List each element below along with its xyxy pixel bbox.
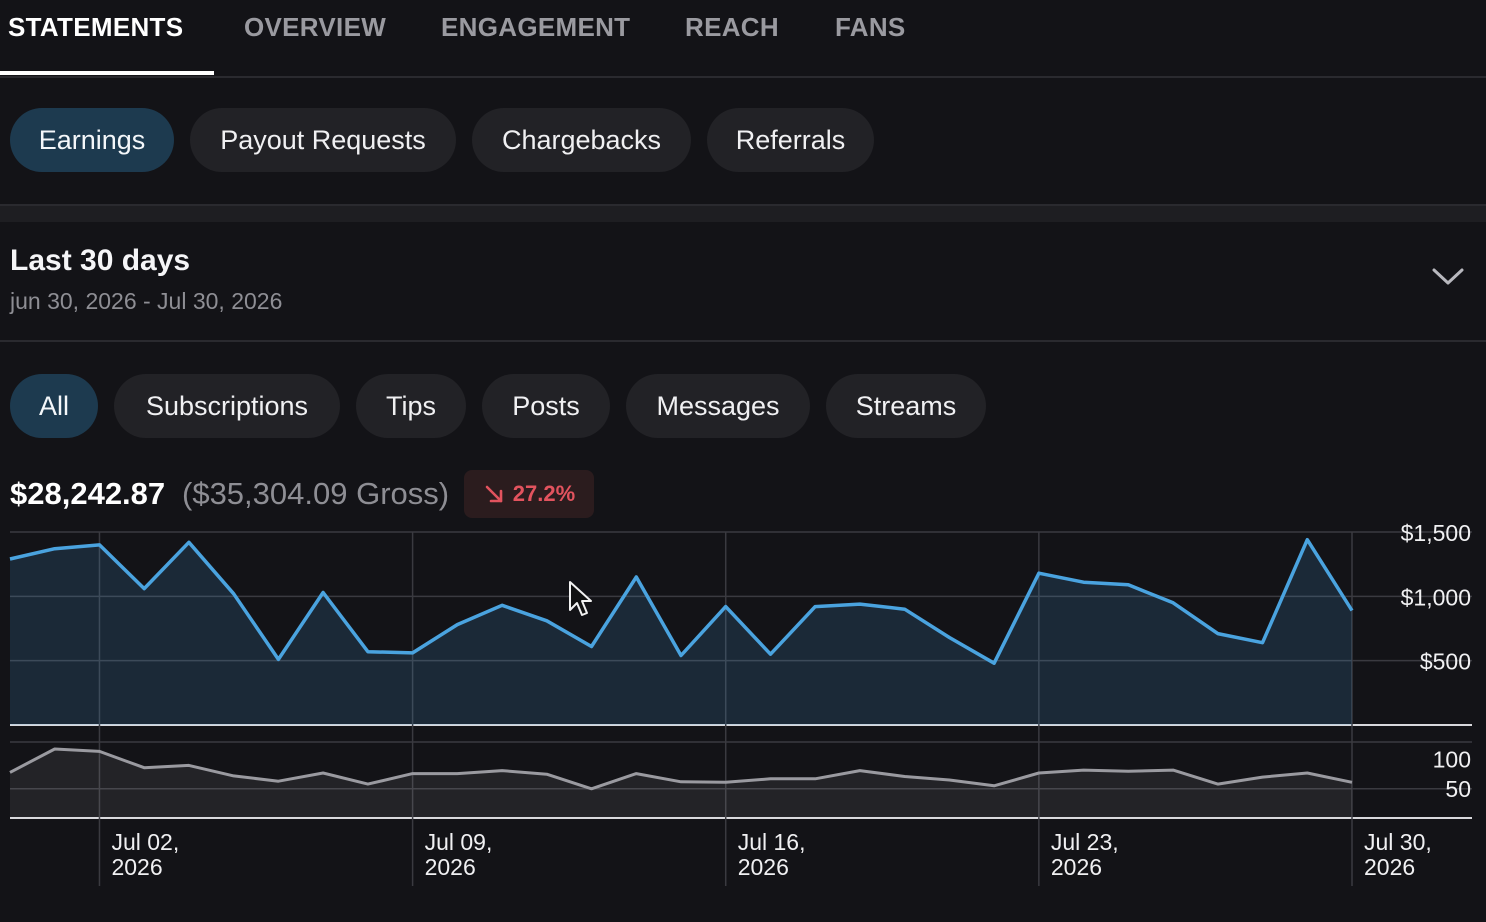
chevron-down-icon[interactable] bbox=[1430, 264, 1466, 288]
change-percent: 27.2% bbox=[512, 481, 576, 506]
earnings-area-fill bbox=[10, 539, 1352, 725]
arrow-down-right-icon bbox=[485, 485, 503, 503]
x-tick-label-2-year: 2026 bbox=[738, 854, 789, 880]
pill-subscriptions[interactable]: Subscriptions bbox=[114, 374, 340, 438]
period-date-range: jun 30, 2026 - Jul 30, 2026 bbox=[10, 288, 283, 314]
y-tick-main-2: $500 bbox=[1420, 649, 1471, 675]
x-tick-label-0-date: Jul 02, bbox=[111, 829, 179, 855]
tab-reach[interactable]: REACH bbox=[685, 12, 779, 42]
pill-all[interactable]: All bbox=[10, 374, 98, 438]
x-tick-label-4-date: Jul 30, bbox=[1364, 829, 1432, 855]
tab-fans[interactable]: FANS bbox=[835, 12, 906, 42]
pill-payout-requests[interactable]: Payout Requests bbox=[190, 108, 456, 172]
period-title: Last 30 days bbox=[10, 244, 191, 277]
mouse-cursor-icon bbox=[569, 581, 592, 616]
x-tick-label-4-year: 2026 bbox=[1364, 854, 1415, 880]
net-earnings-total: $28,242.87 bbox=[10, 476, 166, 511]
period-divider bbox=[0, 340, 1486, 342]
count-area-fill bbox=[10, 749, 1352, 818]
section-divider-band bbox=[0, 204, 1486, 222]
pill-streams[interactable]: Streams bbox=[826, 374, 986, 438]
tab-statements[interactable]: STATEMENTS bbox=[8, 12, 184, 42]
pill-messages[interactable]: Messages bbox=[626, 374, 810, 438]
pill-tips[interactable]: Tips bbox=[356, 374, 466, 438]
x-tick-label-1-year: 2026 bbox=[425, 854, 476, 880]
pill-referrals[interactable]: Referrals bbox=[707, 108, 874, 172]
x-tick-label-2-date: Jul 16, bbox=[738, 829, 806, 855]
x-tick-label-0-year: 2026 bbox=[111, 854, 162, 880]
y-tick-main-0: $1,500 bbox=[1401, 520, 1471, 546]
pill-chargebacks[interactable]: Chargebacks bbox=[472, 108, 691, 172]
pill-earnings[interactable]: Earnings bbox=[10, 108, 174, 172]
tab-overview[interactable]: OVERVIEW bbox=[244, 12, 387, 42]
pill-posts[interactable]: Posts bbox=[482, 374, 610, 438]
y-tick-sub-0: 100 bbox=[1433, 747, 1471, 773]
gross-earnings-total: ($35,304.09 Gross) bbox=[182, 476, 450, 511]
change-badge: 27.2% bbox=[464, 470, 594, 518]
count-line bbox=[9, 747, 1353, 791]
top-tab-bar: STATEMENTS OVERVIEW ENGAGEMENT REACH FAN… bbox=[0, 0, 1486, 78]
x-tick-label-1-date: Jul 09, bbox=[425, 829, 493, 855]
y-tick-sub-1: 50 bbox=[1445, 776, 1471, 802]
active-tab-indicator bbox=[0, 71, 214, 75]
tab-engagement[interactable]: ENGAGEMENT bbox=[441, 12, 631, 42]
y-tick-main-1: $1,000 bbox=[1401, 584, 1471, 610]
x-tick-label-3-year: 2026 bbox=[1051, 854, 1102, 880]
earnings-line bbox=[9, 537, 1354, 665]
x-tick-label-3-date: Jul 23, bbox=[1051, 829, 1119, 855]
